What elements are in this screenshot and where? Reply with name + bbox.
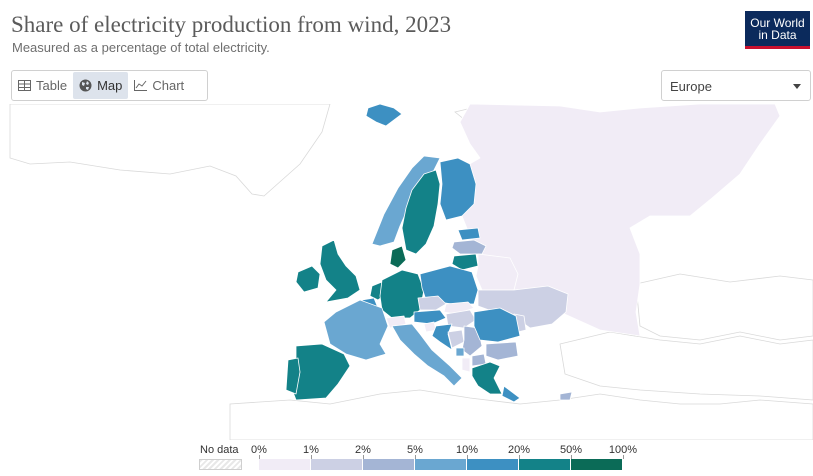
country-austria[interactable] <box>413 309 447 325</box>
country-denmark[interactable] <box>389 245 407 269</box>
legend-tick <box>259 455 260 459</box>
view-tabs: Table Map Chart <box>11 70 208 101</box>
legend-bin-5[interactable] <box>519 459 571 470</box>
legend-tick <box>623 455 624 459</box>
legend-tick-label: 100% <box>608 444 638 456</box>
legend-tick-label: 0% <box>251 444 267 456</box>
country-albania[interactable] <box>461 357 471 373</box>
country-hungary[interactable] <box>445 309 477 329</box>
country-romania[interactable] <box>473 307 521 343</box>
greenland-land <box>9 104 331 197</box>
legend-bin-1[interactable] <box>311 459 363 470</box>
country-france[interactable] <box>323 299 389 361</box>
legend-no-data-swatch <box>199 459 242 470</box>
country-turkey[interactable] <box>501 385 521 403</box>
table-icon <box>18 80 31 91</box>
logo-line-1: Our World <box>750 16 805 30</box>
logo-line-2: in Data <box>758 28 797 42</box>
tab-chart-label: Chart <box>152 78 185 93</box>
tab-table[interactable]: Table <box>12 72 73 99</box>
country-latvia[interactable] <box>451 239 487 255</box>
country-poland[interactable] <box>419 265 479 305</box>
map-legend: No data 0% 1% 2% 5% 10% 20% 50% 100% <box>0 440 813 476</box>
legend-tick-label: 1% <box>303 444 319 456</box>
tab-chart[interactable]: Chart <box>128 72 190 99</box>
north-africa-land <box>229 389 813 440</box>
country-estonia[interactable] <box>457 227 481 241</box>
legend-tick-label: 50% <box>559 444 583 456</box>
globe-icon <box>79 79 92 92</box>
country-lithuania[interactable] <box>451 253 479 271</box>
line-chart-icon <box>134 80 148 91</box>
legend-tick-label: 20% <box>507 444 531 456</box>
legend-tick-label: 10% <box>455 444 479 456</box>
tab-table-label: Table <box>36 78 68 93</box>
country-croatia[interactable] <box>431 323 453 351</box>
legend-tick-label: 5% <box>407 444 423 456</box>
country-greece[interactable] <box>471 361 503 395</box>
country-cyprus[interactable] <box>559 391 573 401</box>
country-czechia[interactable] <box>417 295 447 311</box>
tab-map-label: Map <box>97 78 123 93</box>
legend-tick <box>415 455 416 459</box>
country-italy[interactable] <box>391 323 463 387</box>
legend-bin-3[interactable] <box>415 459 467 470</box>
country-germany[interactable] <box>379 269 425 319</box>
legend-tick <box>519 455 520 459</box>
legend-tick <box>363 455 364 459</box>
region-select-value: Europe <box>670 79 712 94</box>
legend-tick <box>467 455 468 459</box>
legend-bin-0[interactable] <box>259 459 311 470</box>
legend-bin-6[interactable] <box>571 459 623 470</box>
country-portugal[interactable] <box>285 357 301 395</box>
legend-tick <box>571 455 572 459</box>
legend-bin-4[interactable] <box>467 459 519 470</box>
map-background-land <box>9 104 813 440</box>
country-finland[interactable] <box>439 157 477 221</box>
chevron-down-icon <box>793 84 801 89</box>
middle-east-land <box>559 331 813 401</box>
europe-map[interactable] <box>0 104 813 440</box>
country-sweden[interactable] <box>401 169 441 255</box>
region-select[interactable]: Europe <box>661 70 811 101</box>
chart-title: Share of electricity production from win… <box>11 12 452 37</box>
country-bulgaria[interactable] <box>485 341 519 361</box>
legend-no-data-label: No data <box>200 444 239 456</box>
central-asia-land <box>635 273 813 341</box>
legend-bin-2[interactable] <box>363 459 415 470</box>
owid-logo[interactable]: Our World in Data <box>745 11 810 49</box>
country-ireland[interactable] <box>295 265 321 293</box>
legend-tick <box>311 455 312 459</box>
country-united-kingdom[interactable] <box>319 239 361 303</box>
country-montenegro[interactable] <box>455 347 465 357</box>
chart-subtitle: Measured as a percentage of total electr… <box>12 40 270 55</box>
legend-tick-label: 2% <box>355 444 371 456</box>
country-iceland[interactable] <box>365 104 403 127</box>
tab-map[interactable]: Map <box>73 72 129 99</box>
